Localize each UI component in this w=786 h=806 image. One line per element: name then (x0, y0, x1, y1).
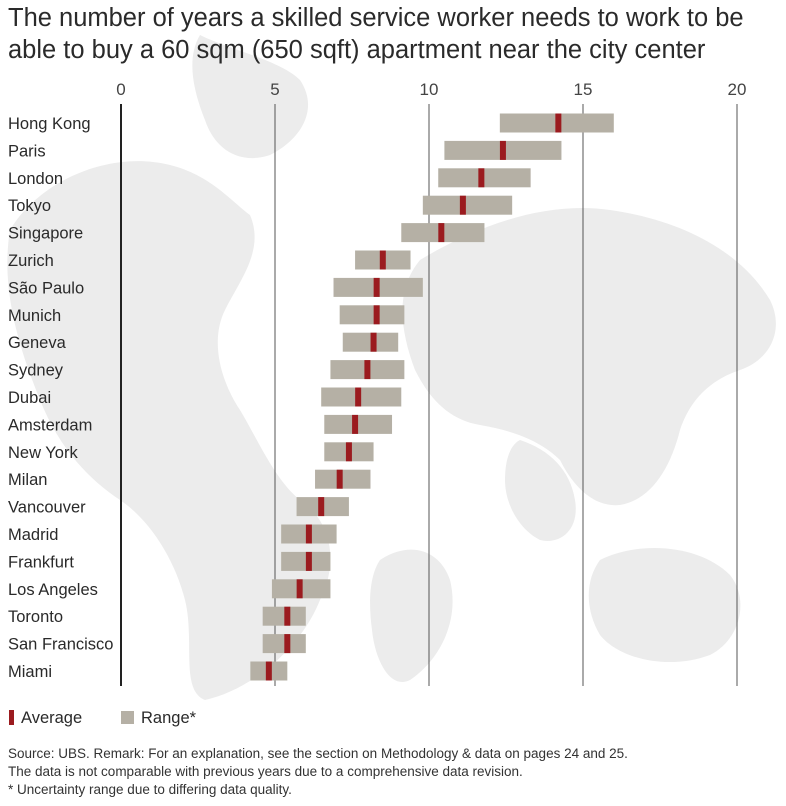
average-marker (379, 250, 386, 270)
x-tick-label: 5 (270, 80, 279, 99)
x-tick-labels: 0 5 10 15 20 (116, 80, 746, 99)
legend: Average Range* (9, 709, 197, 727)
x-tick-label: 0 (116, 80, 125, 99)
range-bar (324, 414, 393, 434)
world-map-background (7, 35, 776, 701)
range-bar (262, 606, 306, 626)
average-marker (284, 634, 291, 654)
footer-source: Source: UBS. Remark: For an explanation,… (8, 746, 628, 761)
category-label: Paris (8, 142, 46, 160)
average-marker (284, 606, 291, 626)
category-label: London (8, 170, 63, 188)
category-label: Amsterdam (8, 416, 92, 434)
category-label: Geneva (8, 334, 67, 352)
legend-range-label: Range* (141, 709, 197, 727)
x-tick-label: 10 (420, 80, 439, 99)
range-bar (339, 305, 405, 325)
category-label: Madrid (8, 526, 58, 544)
range-bar (281, 551, 331, 571)
average-marker (478, 168, 485, 188)
average-marker (305, 524, 312, 544)
category-label: Milan (8, 471, 47, 489)
average-marker (336, 469, 343, 489)
category-label: Singapore (8, 225, 83, 243)
category-label: Tokyo (8, 197, 51, 215)
chart-title-line2: able to buy a 60 sqm (650 sqft) apartmen… (8, 36, 706, 64)
x-tick-label: 20 (728, 80, 747, 99)
category-label: São Paulo (8, 279, 84, 297)
category-label: Frankfurt (8, 553, 74, 571)
legend-average-swatch (9, 710, 14, 725)
average-marker (555, 113, 562, 133)
category-label: Vancouver (8, 499, 86, 517)
average-marker (438, 223, 445, 243)
average-marker (296, 579, 303, 599)
average-markers (265, 113, 562, 681)
chart-title-line1: The number of years a skilled service wo… (8, 4, 744, 32)
category-label: Munich (8, 307, 61, 325)
range-bar (262, 634, 306, 654)
category-label: Hong Kong (8, 115, 91, 133)
average-marker (364, 360, 371, 380)
category-label: Toronto (8, 608, 63, 626)
category-labels: Hong Kong Paris London Tokyo Singapore Zurich… (8, 115, 113, 681)
average-marker (318, 497, 325, 517)
legend-range-swatch (121, 711, 134, 724)
average-marker (459, 195, 466, 215)
range-bar (422, 195, 513, 215)
category-label: Sydney (8, 362, 64, 380)
average-marker (265, 661, 272, 681)
average-marker (373, 305, 380, 325)
category-label: Los Angeles (8, 581, 98, 599)
category-label: Miami (8, 663, 52, 681)
legend-average-label: Average (21, 709, 82, 727)
range-bar (315, 469, 371, 489)
category-label: Zurich (8, 252, 54, 270)
range-bar (321, 387, 402, 407)
average-marker (373, 277, 380, 297)
range-bar (342, 332, 399, 352)
footer-uncertainty-note: * Uncertainty range due to differing dat… (8, 782, 292, 797)
average-marker (352, 414, 359, 434)
x-tick-label: 15 (574, 80, 593, 99)
average-marker (345, 442, 352, 462)
average-marker (305, 551, 312, 571)
average-marker (370, 332, 377, 352)
category-label: San Francisco (8, 636, 113, 654)
average-marker (355, 387, 362, 407)
average-marker (499, 140, 506, 160)
category-label: Dubai (8, 389, 51, 407)
category-label: New York (8, 444, 78, 462)
footer-revision-note: The data is not comparable with previous… (8, 764, 523, 779)
range-bar (438, 168, 531, 188)
